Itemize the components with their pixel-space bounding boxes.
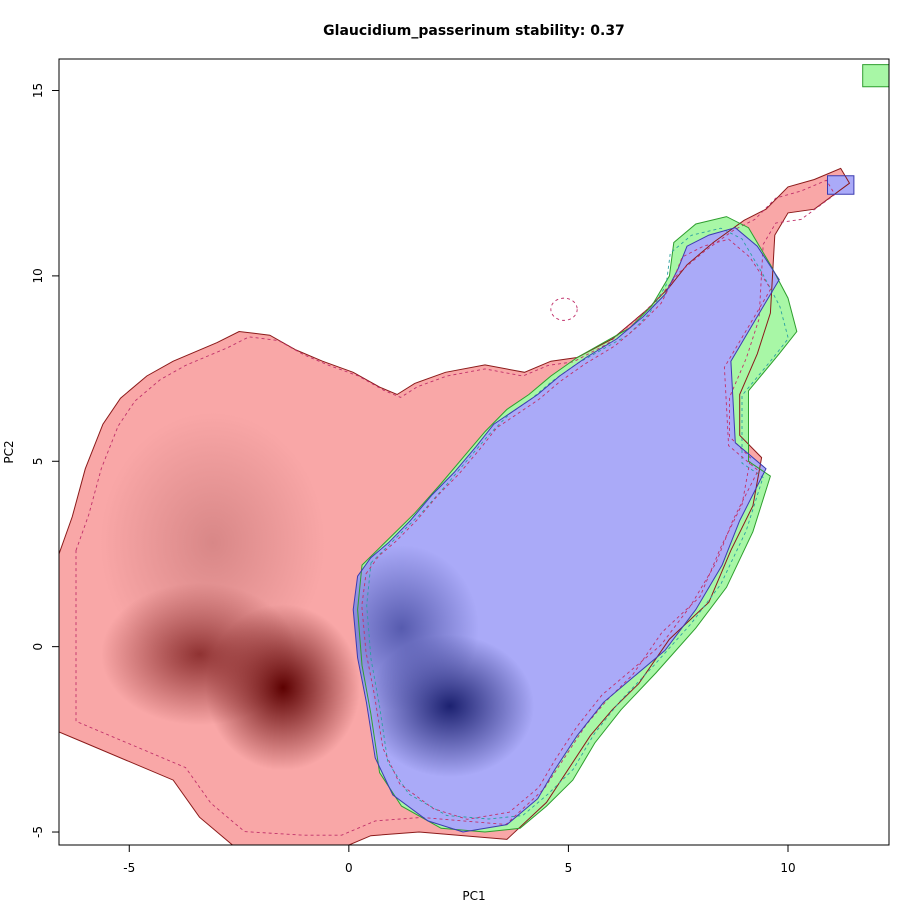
x-tick-label: -5 xyxy=(123,861,135,875)
contour-line-2 xyxy=(357,216,798,833)
density-cores-0 xyxy=(100,412,361,771)
contour-line-3 xyxy=(827,175,855,195)
density-region-3 xyxy=(827,175,854,195)
contour-dashed-0 xyxy=(75,179,836,836)
contour-line-1 xyxy=(352,227,780,833)
y-tick-label: 0 xyxy=(31,643,45,651)
y-tick-label: 15 xyxy=(31,83,45,98)
contour-dashed-2 xyxy=(366,227,789,820)
y-tick-label: 5 xyxy=(31,457,45,465)
density-region-4 xyxy=(862,64,889,87)
x-tick-label: 5 xyxy=(565,861,573,875)
plot-area xyxy=(59,64,889,845)
x-tick-label: 0 xyxy=(345,861,353,875)
density-core xyxy=(100,412,326,674)
x-axis-label: PC1 xyxy=(462,889,485,903)
y-axis-label: PC2 xyxy=(2,440,16,463)
contour-dashed-1 xyxy=(361,238,772,820)
y-tick-label: 10 xyxy=(31,268,45,283)
chart-title: Glaucidium_passerinum stability: 0.37 xyxy=(323,23,625,39)
y-axis: -5 0 5 10 15 xyxy=(31,83,60,838)
y-tick-label: -5 xyxy=(31,826,45,838)
contour-line-4 xyxy=(862,64,889,88)
x-axis: -5 0 5 10 xyxy=(123,844,796,875)
x-tick-label: 10 xyxy=(780,861,795,875)
contour-circle xyxy=(550,297,578,321)
